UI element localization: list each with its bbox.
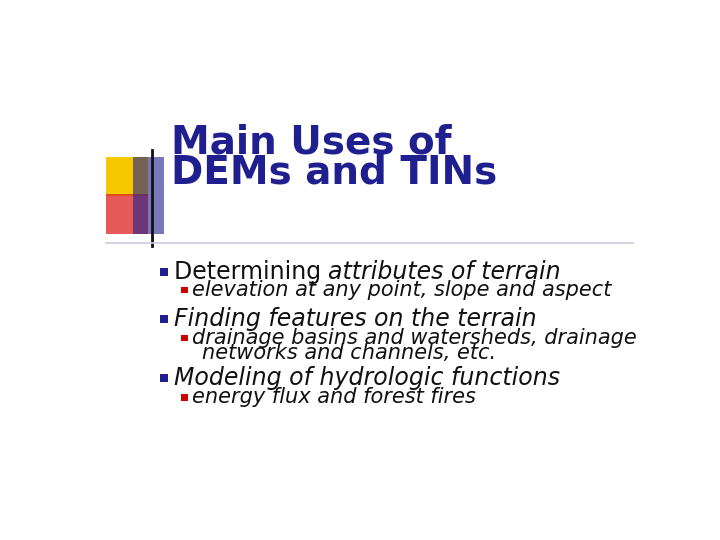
- Bar: [132, 157, 163, 234]
- Bar: [160, 315, 168, 323]
- Text: networks and channels, etc.: networks and channels, etc.: [202, 343, 496, 363]
- Text: Finding features on the terrain: Finding features on the terrain: [174, 307, 536, 331]
- Bar: [181, 335, 188, 341]
- Bar: [160, 374, 168, 382]
- Text: elevation at any point, slope and aspect: elevation at any point, slope and aspect: [192, 280, 612, 300]
- Text: drainage basins and watersheds, drainage: drainage basins and watersheds, drainage: [192, 328, 637, 348]
- Text: DEMs and TINs: DEMs and TINs: [171, 154, 498, 192]
- Bar: [106, 157, 148, 195]
- Bar: [181, 287, 188, 294]
- Text: Determining: Determining: [174, 260, 328, 284]
- Bar: [160, 268, 168, 276]
- Text: energy flux and forest fires: energy flux and forest fires: [192, 387, 476, 408]
- Bar: [106, 194, 148, 234]
- Bar: [181, 394, 188, 401]
- Text: Main Uses of: Main Uses of: [171, 123, 452, 161]
- Text: attributes of terrain: attributes of terrain: [328, 260, 561, 284]
- Text: Modeling of hydrologic functions: Modeling of hydrologic functions: [174, 366, 559, 390]
